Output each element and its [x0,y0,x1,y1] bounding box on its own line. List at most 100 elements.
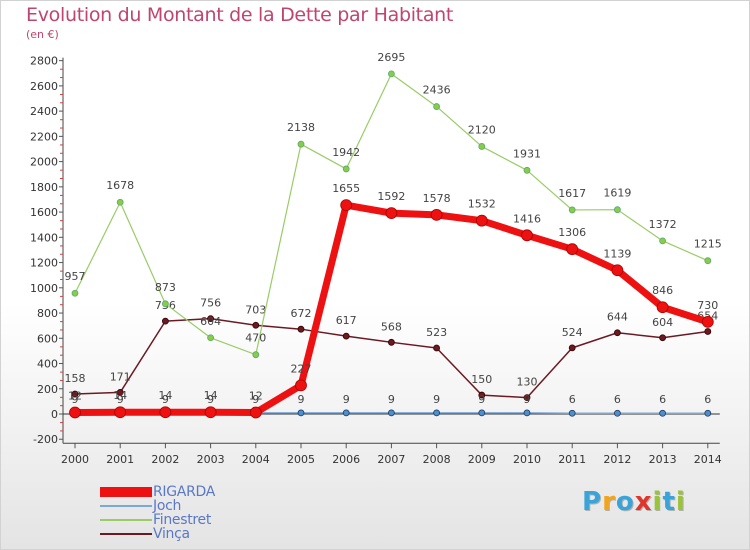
data-point [161,300,169,308]
legend-swatch [100,487,152,497]
data-label: 1306 [558,226,586,239]
data-label: 9 [162,393,169,406]
data-point [568,344,576,352]
data-point [297,325,305,333]
data-label: 568 [381,320,402,333]
y-tick-label: 1800 [30,181,58,194]
data-point [704,328,712,335]
legend: RIGARDA Joch Finestret Vinça [100,484,300,542]
logo-letter: x [634,487,653,517]
data-label: 1372 [649,218,677,231]
data-label: 9 [478,393,485,406]
data-point [71,289,79,297]
x-tick-label: 2009 [468,453,496,466]
data-label: 9 [433,393,440,406]
x-tick-label: 2001 [106,453,134,466]
data-point [161,317,169,325]
x-tick-label: 2003 [197,453,225,466]
data-label: 703 [245,303,266,316]
legend-swatch [100,533,152,535]
y-tick-label: 200 [37,383,58,396]
data-label: 2138 [287,121,315,134]
data-label: 470 [245,332,266,345]
x-tick-label: 2006 [332,453,360,466]
data-label: 1532 [468,198,496,211]
x-tick-label: 2014 [694,453,722,466]
data-label: 12 [249,389,263,402]
legend-label: Joch [153,498,182,514]
data-point [340,199,353,212]
data-point [433,103,441,110]
data-point [71,390,79,398]
x-tick-label: 2000 [61,453,89,466]
data-label: 1942 [332,146,360,159]
data-label: 6 [569,393,576,406]
data-label: 1416 [513,212,541,225]
data-label: 1617 [558,187,586,200]
data-label: 604 [200,315,221,328]
data-label: 9 [524,393,531,406]
data-label: 6 [659,393,666,406]
data-label: 9 [117,393,124,406]
data-label: 756 [200,297,221,310]
chart-subtitle: (en €) [26,28,59,41]
data-point [252,321,260,329]
data-point [478,391,486,399]
data-point [433,344,441,352]
data-point [568,409,576,417]
legend-label: Vinça [153,526,190,542]
data-point [207,315,215,322]
data-label: 6 [614,393,621,406]
data-label: 1931 [513,147,541,160]
data-point [159,406,172,419]
data-point [387,338,395,346]
legend-swatch [100,505,152,507]
data-label: 1678 [106,179,134,192]
data-point [342,332,350,340]
data-label: 9 [298,393,305,406]
data-label: 14 [113,389,127,402]
data-point [614,206,621,214]
data-label: 14 [204,389,218,402]
data-point [523,409,531,417]
data-point [387,70,395,78]
data-label: 9 [388,393,395,406]
legend-label: Finestret [153,512,212,528]
legend-item: Joch [100,498,300,514]
y-tick-label: 1400 [30,231,58,244]
legend-swatch [100,519,152,521]
data-label: 523 [426,326,447,339]
x-tick-label: 2010 [513,453,541,466]
data-label: 730 [697,299,718,312]
data-point [656,301,669,314]
y-tick-label: 2800 [30,55,58,68]
x-tick-label: 2008 [423,453,451,466]
data-point [659,409,666,417]
data-label: 1578 [423,192,451,205]
x-tick-label: 2007 [377,453,405,466]
data-label: 1139 [603,247,631,260]
data-label: 14 [158,389,172,402]
data-point [207,334,215,342]
legend-item: Vinça [100,526,300,542]
data-label: 873 [155,281,176,294]
chart-title: Evolution du Montant de la Dette par Hab… [26,4,454,26]
data-point [252,351,260,359]
legend-item: Finestret [100,512,300,528]
data-label: 524 [562,326,583,339]
y-tick-label: 2200 [30,130,58,143]
proxiti-logo: Proxiti [582,487,686,517]
data-label: 846 [652,284,673,297]
data-point [566,243,579,256]
data-label: 9 [343,393,350,406]
data-label: 130 [517,376,538,389]
data-label: 1592 [377,190,405,203]
data-point [478,143,486,150]
y-tick-label: 800 [37,307,58,320]
data-label: 150 [471,373,492,386]
data-point [521,229,533,242]
y-tick-label: 1000 [30,282,58,295]
y-tick-label: 2000 [30,156,58,169]
logo-letter: i [675,487,686,517]
